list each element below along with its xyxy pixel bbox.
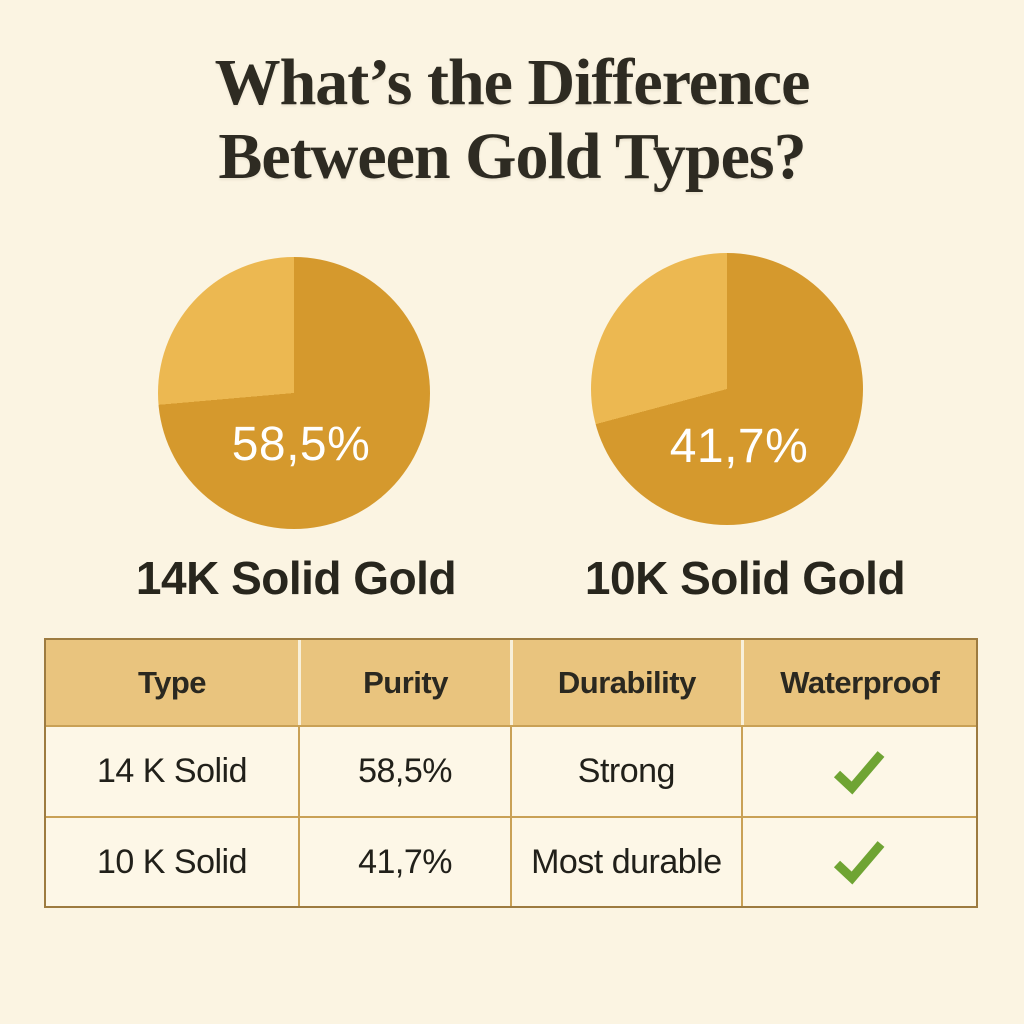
cell-durability-10k: Most durable: [510, 816, 741, 906]
cell-type-14k: 14 K Solid: [46, 725, 299, 816]
pie-value-label-10k: 41,7%: [669, 420, 809, 473]
title-line-1: What’s the Difference: [214, 46, 811, 119]
check-icon: [834, 750, 885, 795]
cell-type-10k: 10 K Solid: [46, 816, 299, 906]
column-header-purity: Purity: [298, 640, 511, 725]
cell-waterproof-10k: [740, 816, 976, 906]
column-header-waterproof: Waterproof: [740, 640, 976, 725]
cell-purity-14k: 58,5%: [298, 725, 511, 816]
pie-chart-14k-gold: 58,5%: [158, 257, 430, 529]
cell-waterproof-14k: [740, 725, 976, 816]
column-header-type: Type: [46, 640, 299, 725]
comparison-table: Type Purity Durability Waterproof 14 K S…: [44, 638, 978, 908]
title-line-2: Between Gold Types?: [218, 119, 806, 193]
cell-purity-10k: 41,7%: [298, 816, 511, 906]
pie-value-label-14k: 58,5%: [231, 418, 371, 471]
pie-chart-10k-gold: 41,7%: [591, 253, 863, 525]
check-icon: [834, 841, 885, 885]
column-header-durability: Durability: [510, 640, 741, 725]
pie-caption-14k: 14K Solid Gold: [135, 552, 457, 604]
page-title: What’s the Difference Between Gold Types…: [0, 46, 1024, 194]
cell-durability-14k: Strong: [510, 725, 741, 816]
pie-caption-10k: 10K Solid Gold: [584, 552, 906, 604]
